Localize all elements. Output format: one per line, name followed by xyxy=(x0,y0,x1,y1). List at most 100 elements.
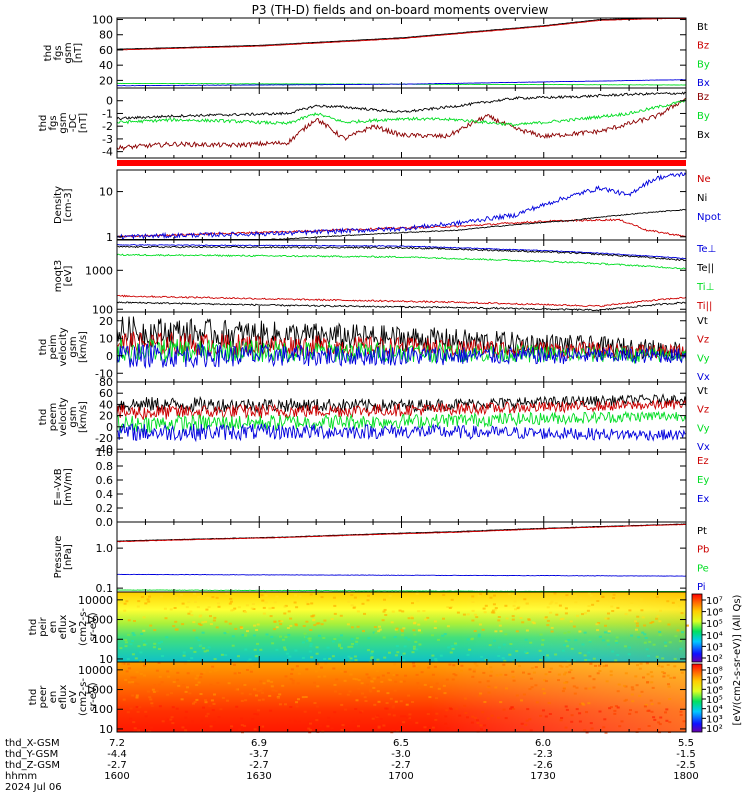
spectrogram-pixel xyxy=(634,620,638,623)
spectrogram-pixel xyxy=(148,696,152,699)
spectrogram-pixel xyxy=(529,677,533,680)
spectrogram-pixel xyxy=(666,664,670,666)
spectrogram-pixel xyxy=(497,619,501,622)
spectrogram-pixel xyxy=(193,650,197,653)
spectrogram-pixel xyxy=(330,727,334,730)
spectrogram-pixel xyxy=(558,664,562,667)
y-axis-label: velocity xyxy=(58,327,69,366)
spectrogram-pixel xyxy=(221,696,225,699)
spectrogram-pixel xyxy=(678,640,682,643)
spectrogram-pixel xyxy=(224,654,228,657)
spectrogram-pixel xyxy=(468,668,472,671)
spectrogram-pixel xyxy=(615,641,619,644)
spectrogram-pixel xyxy=(257,709,260,712)
spectrogram-pixel xyxy=(121,663,124,665)
spectrogram-pixel xyxy=(525,730,529,733)
legend-entry: Bz xyxy=(697,92,709,103)
spectrogram-pixel xyxy=(172,681,176,683)
spectrogram-pixel xyxy=(290,672,294,675)
spectrogram-pixel xyxy=(135,706,139,708)
spectrogram-pixel xyxy=(297,672,301,675)
spectrogram-pixel xyxy=(275,648,279,651)
series-line-Vy xyxy=(116,410,687,434)
spectrogram-pixel xyxy=(563,632,567,635)
spectrogram-pixel xyxy=(195,684,199,686)
y-tick-label: 0.1 xyxy=(96,582,114,595)
spectrogram-pixel xyxy=(340,670,344,673)
spectrogram-pixel xyxy=(340,703,344,706)
spectrogram-pixel xyxy=(612,597,616,599)
spectrogram-pixel xyxy=(478,623,482,626)
legend-entry: Pb xyxy=(697,545,709,556)
spectrogram-pixel xyxy=(502,708,506,711)
spectrogram-pixel xyxy=(227,682,231,685)
spectrogram-pixel xyxy=(287,610,291,613)
spectrogram-pixel xyxy=(123,609,127,612)
y-tick-label: 60 xyxy=(99,387,113,400)
spectrogram-pixel xyxy=(234,627,238,630)
spectrogram-pixel xyxy=(278,620,282,623)
spectrogram-pixel xyxy=(628,609,632,612)
spectrogram-pixel xyxy=(191,720,194,723)
spectrogram-pixel xyxy=(616,706,620,709)
spectrogram-pixel xyxy=(470,721,474,724)
spectrogram-pixel xyxy=(561,649,565,652)
spectrogram-pixel xyxy=(315,646,319,649)
spectrogram-pixel xyxy=(668,721,672,724)
spectrogram-pixel xyxy=(446,625,450,628)
legend-entry: Vx xyxy=(697,372,710,383)
spectrogram-pixel xyxy=(136,729,140,731)
spectrogram-pixel xyxy=(354,659,358,662)
spectrogram-pixel xyxy=(504,604,508,607)
spectrogram-pixel xyxy=(504,633,508,636)
x-axis-value: -2.7 xyxy=(391,760,411,771)
spectrogram-pixel xyxy=(510,706,514,709)
spectrogram-pixel xyxy=(659,609,662,612)
spectrogram-pixel xyxy=(605,680,609,683)
spectrogram-pixel xyxy=(187,612,191,615)
y-tick-label: 1000 xyxy=(85,614,113,627)
spectrogram-pixel xyxy=(607,612,610,615)
spectrogram-pixel xyxy=(630,601,634,604)
spectrogram-pixel xyxy=(541,639,545,642)
spectrogram-pixel xyxy=(135,696,139,699)
spectrogram-pixel xyxy=(391,706,395,709)
y-tick-label: 10000 xyxy=(78,594,113,607)
spectrogram-pixel xyxy=(170,692,173,695)
spectrogram-pixel xyxy=(613,709,617,712)
y-axis-label: [nT] xyxy=(73,43,84,63)
y-tick-label: 40 xyxy=(99,398,113,411)
colorbar-tick-label: 10⁶ xyxy=(706,608,723,619)
spectrogram-pixel xyxy=(174,620,178,623)
spectrogram-pixel xyxy=(379,718,383,720)
spectrogram-pixel xyxy=(558,604,562,607)
x-axis-row-label: hhmm xyxy=(5,771,37,782)
spectrogram-pixel xyxy=(133,729,137,732)
spectrogram-pixel xyxy=(571,677,575,680)
spectrogram-pixel xyxy=(594,664,597,667)
y-axis-label: gsm xyxy=(58,112,69,133)
spectrogram-pixel xyxy=(346,693,350,696)
spectrogram-pixel xyxy=(256,623,260,626)
spectrogram-pixel xyxy=(244,633,248,636)
spectrogram-pixel xyxy=(338,639,342,642)
spectrogram-pixel xyxy=(254,655,258,658)
spectrogram-pixel xyxy=(395,674,399,677)
spectrogram-pixel xyxy=(570,647,574,650)
spectrogram-pixel xyxy=(665,719,669,722)
spectrogram-pixel xyxy=(534,684,538,687)
spectrogram-pixel xyxy=(365,673,369,676)
y-axis-label: gsm xyxy=(63,42,74,63)
spectrogram-pixel xyxy=(207,646,211,649)
spectrogram-pixel xyxy=(199,676,203,679)
spectrogram-pixel xyxy=(126,658,130,660)
spectrogram-pixel xyxy=(192,702,195,705)
spectrogram-pixel xyxy=(512,604,516,607)
spectrogram-pixel xyxy=(418,629,421,632)
spectrogram-pixel xyxy=(541,688,545,691)
spectrogram-pixel xyxy=(202,671,206,674)
spectrogram-pixel xyxy=(471,609,475,612)
spectrogram-pixel xyxy=(658,633,662,636)
spectrogram-pixel xyxy=(598,710,602,713)
spectrogram-pixel xyxy=(388,651,391,654)
